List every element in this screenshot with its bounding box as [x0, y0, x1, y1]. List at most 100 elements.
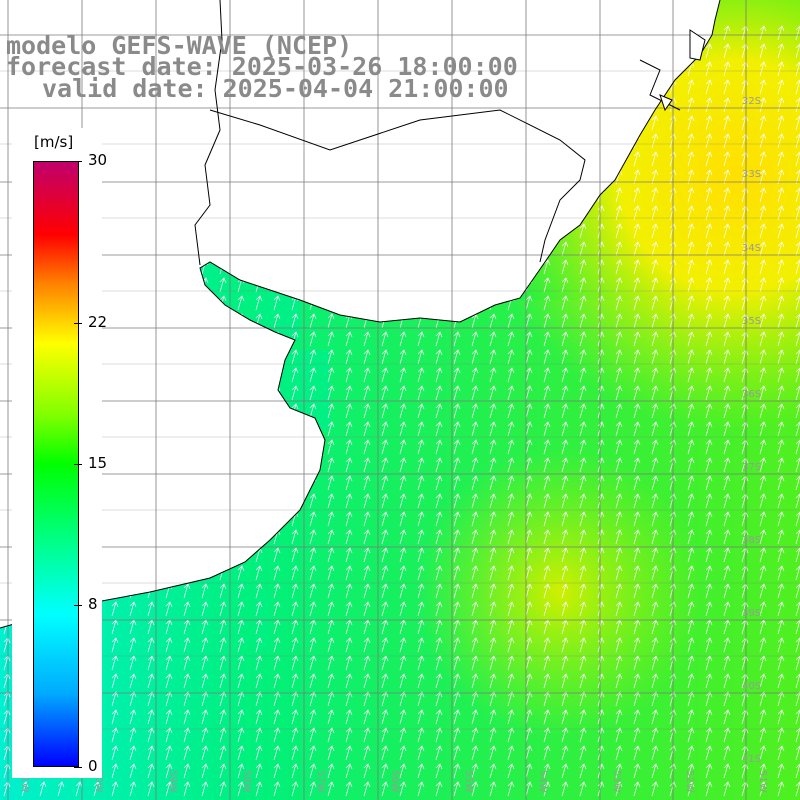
legend-tick-label: 30 [88, 151, 108, 169]
wind-arrow [273, 313, 281, 329]
wind-arrow [129, 115, 137, 131]
wind-arrow [633, 349, 641, 365]
wind-arrow [687, 115, 695, 131]
wind-arrow [579, 187, 587, 203]
wind-arrow [273, 763, 281, 779]
wind-arrow [687, 439, 695, 455]
wind-arrow [489, 745, 497, 761]
wind-arrow [687, 727, 695, 743]
wind-arrow [453, 709, 461, 725]
wind-arrow [777, 763, 785, 779]
wind-arrow [309, 151, 317, 167]
wind-arrow [687, 475, 695, 491]
wind-arrow [345, 601, 353, 617]
wind-arrow [471, 115, 479, 131]
wind-arrow [471, 403, 479, 419]
wind-arrow [525, 133, 533, 149]
wind-arrow [237, 403, 245, 419]
wind-arrow [291, 223, 299, 239]
wind-arrow [615, 781, 623, 797]
wind-arrow [21, 781, 29, 797]
wind-arrow [705, 673, 713, 689]
wind-arrow [111, 241, 119, 257]
wind-arrow [579, 691, 587, 707]
wind-arrow [705, 367, 713, 383]
wind-arrow [453, 421, 461, 437]
wind-arrow [723, 421, 731, 437]
wind-arrow [363, 25, 371, 41]
wind-arrow [489, 655, 497, 671]
wind-arrow [507, 151, 515, 167]
wind-arrow [273, 475, 281, 491]
wind-arrow [579, 601, 587, 617]
wind-arrow [417, 421, 425, 437]
wind-arrow [525, 331, 533, 347]
wind-arrow [273, 781, 281, 797]
wind-arrow [165, 709, 173, 725]
wind-arrow [3, 115, 11, 131]
wind-arrow [453, 547, 461, 563]
wind-arrow [579, 655, 587, 671]
wind-arrow [417, 151, 425, 167]
wind-arrow [489, 115, 497, 131]
coastline [0, 0, 721, 629]
wind-arrow [723, 385, 731, 401]
wind-arrow [111, 187, 119, 203]
wind-arrow [579, 529, 587, 545]
wind-arrow [363, 367, 371, 383]
wind-arrow [705, 313, 713, 329]
wind-arrow [345, 115, 353, 131]
wind-arrow [183, 313, 191, 329]
wind-arrow [327, 547, 335, 563]
wind-arrow [795, 511, 800, 527]
wind-arrow [543, 781, 551, 797]
wind-arrow [453, 511, 461, 527]
wind-arrow [777, 205, 785, 221]
wind-arrow [201, 133, 209, 149]
wind-arrow [777, 439, 785, 455]
latitude-label: 38S [742, 535, 761, 546]
wind-arrow [381, 403, 389, 419]
wind-arrow [777, 241, 785, 257]
wind-arrow [435, 601, 443, 617]
wind-arrow [705, 421, 713, 437]
wind-arrow [129, 439, 137, 455]
wind-arrow [435, 421, 443, 437]
wind-arrow [795, 637, 800, 653]
wind-arrow [471, 457, 479, 473]
wind-arrow [309, 565, 317, 581]
wind-arrow [651, 367, 659, 383]
wind-arrow [795, 223, 800, 239]
wind-arrow [525, 295, 533, 311]
wind-arrow [147, 403, 155, 419]
wind-arrow [201, 655, 209, 671]
wind-arrow [399, 223, 407, 239]
wind-arrow [615, 601, 623, 617]
wind-arrow [165, 133, 173, 149]
wind-arrow [219, 529, 227, 545]
wind-arrow [489, 709, 497, 725]
wind-arrow [291, 709, 299, 725]
wind-arrow [3, 367, 11, 383]
wind-arrow [615, 763, 623, 779]
wind-arrow [525, 25, 533, 41]
wind-arrow [723, 439, 731, 455]
wind-arrow [471, 25, 479, 41]
wind-arrow [795, 691, 800, 707]
wind-arrow [615, 295, 623, 311]
wind-arrow [147, 673, 155, 689]
wind-arrow [363, 421, 371, 437]
wind-arrow [435, 367, 443, 383]
wind-arrow [255, 583, 263, 599]
wind-arrow [471, 133, 479, 149]
wind-arrow [273, 673, 281, 689]
wind-arrow [273, 115, 281, 131]
wind-arrow [147, 781, 155, 797]
wind-arrow [489, 349, 497, 365]
wind-arrow [273, 493, 281, 509]
wind-arrow [705, 709, 713, 725]
wind-arrow [543, 241, 551, 257]
wind-arrow [147, 493, 155, 509]
wind-arrow [3, 547, 11, 563]
